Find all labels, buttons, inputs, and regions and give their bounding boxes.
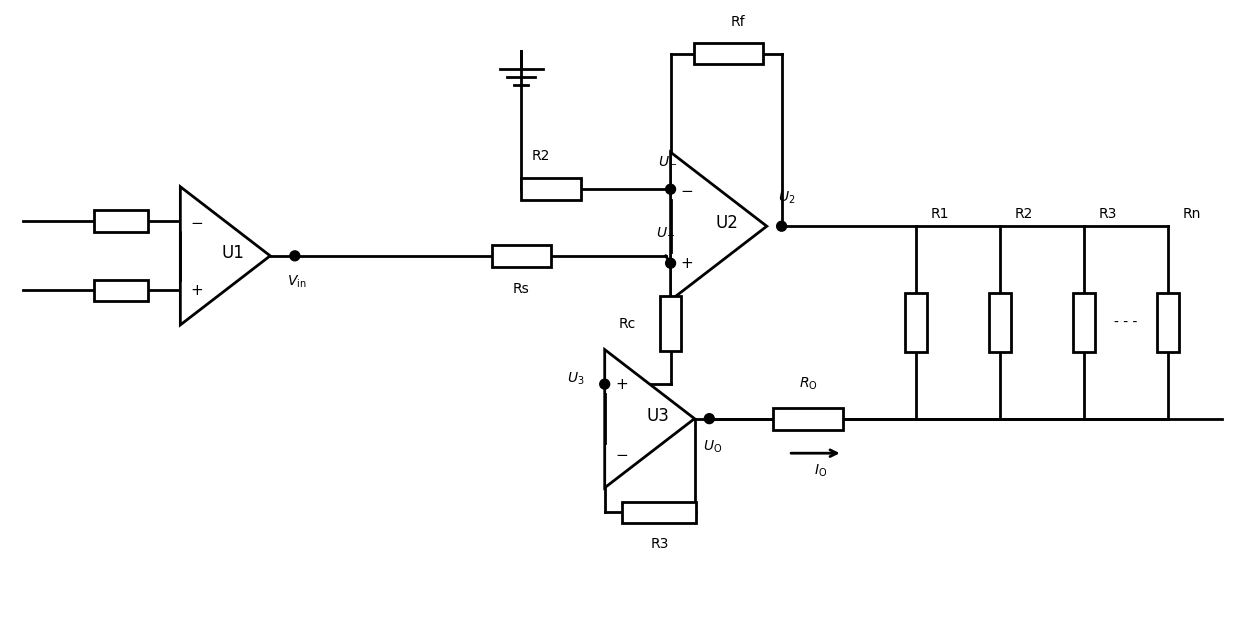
Text: R1: R1 <box>931 207 950 221</box>
Text: R3: R3 <box>650 537 668 551</box>
Bar <box>905 293 928 352</box>
Bar <box>990 293 1011 352</box>
Text: U3: U3 <box>646 406 668 425</box>
Text: $-$: $-$ <box>190 214 203 229</box>
Polygon shape <box>671 152 766 300</box>
Bar <box>492 245 551 267</box>
Text: $U_{\rm O}$: $U_{\rm O}$ <box>703 438 722 455</box>
Polygon shape <box>605 350 694 488</box>
Bar <box>1073 293 1095 352</box>
Text: $R_{\rm O}$: $R_{\rm O}$ <box>799 376 817 392</box>
Text: $I_{\rm O}$: $I_{\rm O}$ <box>813 463 827 479</box>
Text: $U_{3}$: $U_{3}$ <box>568 371 585 387</box>
Bar <box>94 279 149 301</box>
Text: - - -: - - - <box>1114 316 1137 330</box>
Text: $U_{-}$: $U_{-}$ <box>658 154 677 168</box>
Bar <box>521 178 580 200</box>
Text: Rc: Rc <box>619 317 636 331</box>
Text: R2: R2 <box>532 149 551 163</box>
Bar <box>1157 293 1178 352</box>
Text: Rf: Rf <box>732 15 745 29</box>
Text: $U_{+}$: $U_{+}$ <box>656 225 676 241</box>
Text: U2: U2 <box>715 214 738 232</box>
Circle shape <box>290 251 300 261</box>
Text: R3: R3 <box>1099 207 1117 221</box>
Bar <box>660 297 682 351</box>
Polygon shape <box>180 187 270 325</box>
Bar <box>622 502 697 523</box>
Bar <box>94 210 149 232</box>
Circle shape <box>776 221 786 231</box>
Text: $+$: $+$ <box>681 256 693 271</box>
Text: $+$: $+$ <box>615 377 627 392</box>
Bar <box>774 408 842 429</box>
Text: $V_{\rm in}$: $V_{\rm in}$ <box>286 274 306 290</box>
Text: R2: R2 <box>1014 207 1033 221</box>
Text: $-$: $-$ <box>681 182 693 197</box>
Text: $-$: $-$ <box>615 446 627 461</box>
Circle shape <box>666 258 676 268</box>
Text: Rn: Rn <box>1183 207 1200 221</box>
Text: $+$: $+$ <box>190 283 203 298</box>
Text: U1: U1 <box>222 244 244 262</box>
Text: Rs: Rs <box>513 283 529 297</box>
Circle shape <box>666 184 676 194</box>
Text: $U_{2}$: $U_{2}$ <box>777 190 795 206</box>
Circle shape <box>704 414 714 424</box>
Bar <box>694 43 763 64</box>
Circle shape <box>600 379 610 389</box>
